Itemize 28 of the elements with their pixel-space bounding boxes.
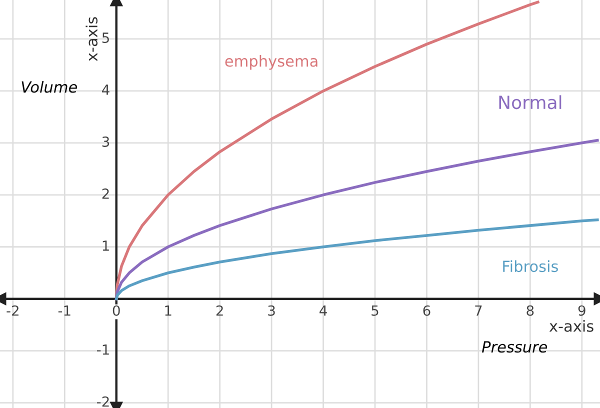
text: Fibrosis <box>503 260 558 272</box>
x-tick-label: 6 <box>423 305 430 316</box>
annotation: Volume <box>22 80 78 93</box>
x-tick-label: 9 <box>578 305 586 316</box>
x-tick-label: -1 <box>58 306 70 316</box>
y-tick-label: 4 <box>102 84 110 95</box>
annotation: Pressure <box>482 341 548 353</box>
y-tick-label: -2 <box>97 396 109 407</box>
x-axis-title: x-axis <box>549 320 594 332</box>
line-series <box>114 218 599 300</box>
x-tick-label: 4 <box>320 306 327 316</box>
line-series <box>114 138 599 300</box>
x-tick-label: 3 <box>268 305 275 316</box>
y-tick-label: 1 <box>102 240 109 251</box>
y-tick-label: 2 <box>102 188 109 199</box>
y-tick-label: 3 <box>102 136 110 147</box>
x-tick-label: 8 <box>526 305 534 316</box>
y-tick-label: -1 <box>97 344 109 355</box>
x-tick-label: 7 <box>475 306 482 316</box>
x-tick-label: 2 <box>216 305 223 316</box>
x-tick-label: 0 <box>112 305 120 316</box>
series-label: emphysema <box>225 54 318 70</box>
x-tick-label: 1 <box>165 306 172 316</box>
x-tick-label: 5 <box>372 306 378 316</box>
y-tick-label: 5 <box>102 32 109 44</box>
text: Normal <box>499 95 562 110</box>
y-axis-title: x-axis <box>86 17 98 62</box>
x-tick-label: -2 <box>6 305 18 316</box>
